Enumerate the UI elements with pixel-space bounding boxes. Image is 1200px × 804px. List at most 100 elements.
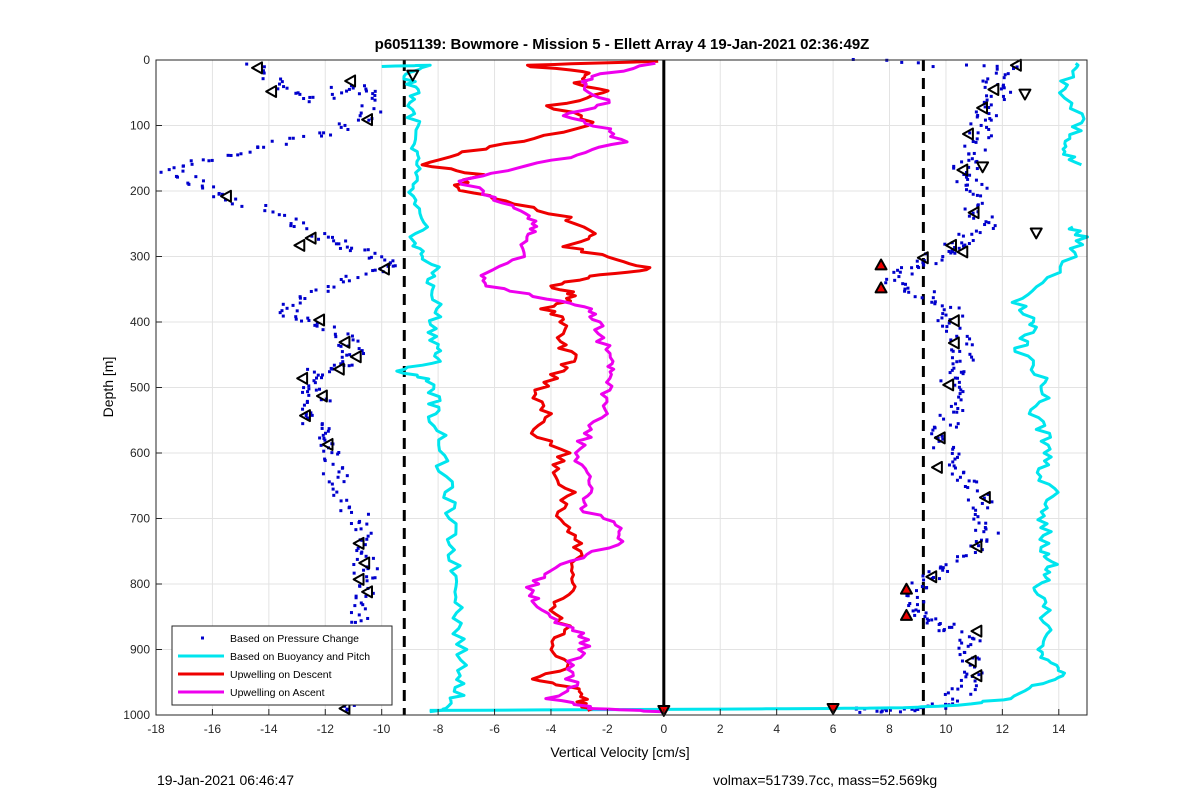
data-point xyxy=(323,438,327,442)
data-point xyxy=(893,278,897,282)
data-point xyxy=(312,370,316,374)
data-point xyxy=(914,608,918,612)
data-point xyxy=(982,64,986,68)
data-point xyxy=(338,246,342,250)
x-tick-label: -4 xyxy=(546,722,557,736)
data-point xyxy=(983,148,987,152)
data-point xyxy=(967,152,971,156)
data-point xyxy=(329,366,333,370)
data-point xyxy=(302,97,306,101)
data-point xyxy=(309,289,313,293)
data-point xyxy=(987,106,991,110)
data-point xyxy=(350,620,354,624)
triangle-left-marker xyxy=(338,335,351,349)
y-tick-label: 100 xyxy=(130,119,150,133)
data-point xyxy=(212,195,216,199)
data-point xyxy=(346,127,350,131)
data-point xyxy=(329,133,333,137)
data-point xyxy=(972,479,976,483)
data-point xyxy=(271,210,275,214)
data-point xyxy=(347,279,351,283)
data-point xyxy=(334,335,338,339)
triangle-left-marker xyxy=(945,238,957,252)
data-point xyxy=(973,679,977,683)
data-point xyxy=(372,107,376,111)
data-point xyxy=(969,692,973,696)
data-point xyxy=(369,255,373,259)
data-point xyxy=(955,334,959,338)
triangle-down-marker xyxy=(1029,227,1043,240)
data-point xyxy=(301,390,305,394)
x-tick-label: -2 xyxy=(602,722,613,736)
data-point xyxy=(940,316,944,320)
data-point xyxy=(964,554,968,558)
data-point xyxy=(937,577,941,581)
data-point xyxy=(336,475,340,479)
x-tick-label: -8 xyxy=(433,722,444,736)
data-point xyxy=(256,145,260,149)
data-point xyxy=(312,379,316,383)
data-point xyxy=(913,613,917,617)
data-point xyxy=(952,164,956,168)
data-point xyxy=(345,474,349,478)
triangle-up-marker xyxy=(899,608,913,621)
data-point xyxy=(875,709,879,713)
data-point xyxy=(972,637,976,641)
data-point xyxy=(326,285,330,289)
data-point xyxy=(326,429,330,433)
data-point xyxy=(973,512,977,516)
data-point xyxy=(346,332,350,336)
data-point xyxy=(966,498,970,502)
data-point xyxy=(279,77,283,81)
data-point xyxy=(975,137,979,141)
data-point xyxy=(373,93,377,97)
data-point xyxy=(344,274,348,278)
data-point xyxy=(953,251,957,255)
data-point xyxy=(975,480,979,484)
data-point xyxy=(207,159,211,163)
data-point xyxy=(1009,90,1013,94)
data-point xyxy=(261,77,265,81)
data-point xyxy=(352,571,356,575)
data-point xyxy=(947,625,951,629)
data-point xyxy=(968,352,972,356)
data-point xyxy=(941,312,945,316)
triangle-up-marker xyxy=(874,258,888,271)
data-point xyxy=(963,243,967,247)
data-point xyxy=(348,353,352,357)
data-point xyxy=(350,334,354,338)
data-point xyxy=(948,371,952,375)
data-point xyxy=(989,118,993,122)
data-point xyxy=(313,323,317,327)
data-point xyxy=(307,387,311,391)
data-point xyxy=(958,653,962,657)
data-point xyxy=(980,501,984,505)
data-point xyxy=(944,706,948,710)
data-point xyxy=(943,692,947,696)
data-point xyxy=(961,390,965,394)
data-point xyxy=(931,296,935,300)
data-point xyxy=(194,175,198,179)
data-point xyxy=(972,216,976,220)
data-point xyxy=(364,272,368,276)
data-point xyxy=(950,248,954,252)
triangle-left-marker xyxy=(956,163,969,177)
data-point xyxy=(973,688,977,692)
data-point xyxy=(913,295,917,299)
data-point xyxy=(951,460,955,464)
data-point xyxy=(283,213,287,217)
data-point xyxy=(379,110,383,114)
data-point xyxy=(951,447,955,451)
data-point xyxy=(361,603,365,607)
triangle-left-marker xyxy=(378,262,390,276)
data-point xyxy=(388,261,392,265)
data-point xyxy=(189,159,193,163)
data-point xyxy=(373,251,377,255)
data-point xyxy=(960,630,964,634)
data-point xyxy=(301,422,305,426)
triangle-left-marker xyxy=(942,378,955,392)
data-point xyxy=(920,585,924,589)
data-point xyxy=(371,576,375,580)
series-line xyxy=(420,59,659,712)
data-point xyxy=(371,269,375,273)
